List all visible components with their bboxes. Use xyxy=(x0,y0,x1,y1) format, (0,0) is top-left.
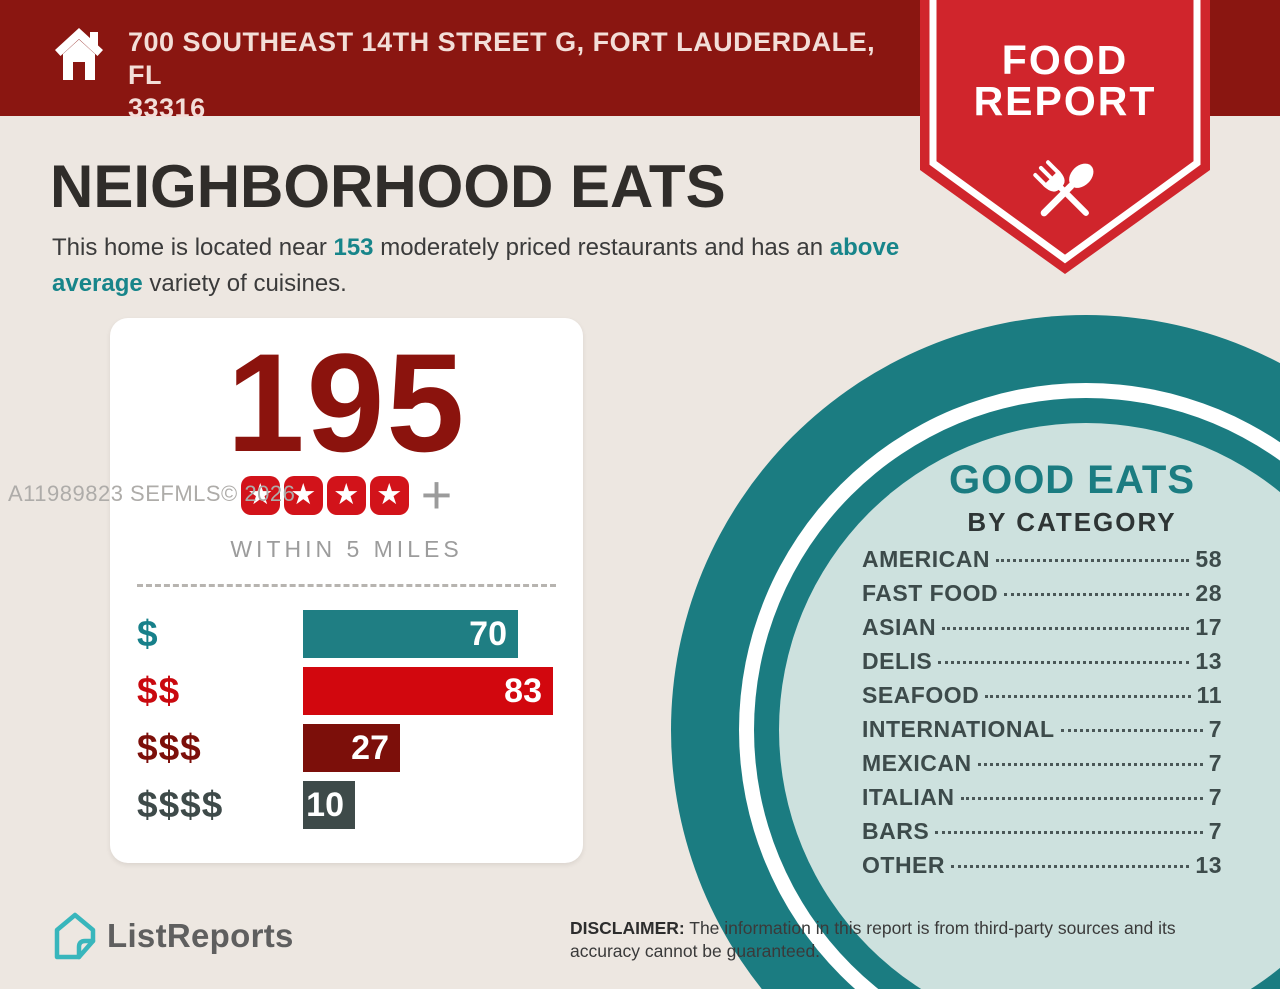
dotted-leader xyxy=(935,831,1203,834)
category-list: AMERICAN 58 FAST FOOD 28 ASIAN 17 DELIS 13 SEAFO… xyxy=(862,546,1222,886)
disclaimer-label: DISCLAIMER: xyxy=(570,918,685,938)
star-icon: ★ xyxy=(326,476,366,515)
price-bar-row: $$ 83 xyxy=(137,667,556,715)
intro-part-2: moderately priced restaurants and has an xyxy=(373,234,830,261)
intro-part-1: This home is located near xyxy=(52,234,334,261)
good-eats-circle xyxy=(671,315,1280,989)
utensils-icon xyxy=(1033,160,1094,217)
category-row: ASIAN 17 xyxy=(862,614,1222,648)
category-count: 13 xyxy=(1195,648,1222,674)
restaurant-summary-card: 195 ★ ★ ★ ★ + WITHIN 5 MILES $70 $$ 83 $$$ 27 $$$… xyxy=(110,318,583,863)
category-row: ITALIAN 7 xyxy=(862,784,1222,818)
price-bar-row: $$$ 27 xyxy=(137,724,556,772)
property-address: 700 SOUTHEAST 14TH STREET G, FORT LAUDER… xyxy=(128,26,908,125)
category-row: BARS 7 xyxy=(862,818,1222,852)
dotted-leader xyxy=(977,763,1203,766)
category-row: AMERICAN 58 xyxy=(862,546,1222,580)
category-row: OTHER 13 xyxy=(862,852,1222,886)
price-bar: 70 xyxy=(303,610,518,658)
category-label: ITALIAN xyxy=(862,784,955,810)
category-row: FAST FOOD 28 xyxy=(862,580,1222,614)
category-label: INTERNATIONAL xyxy=(862,716,1055,742)
price-tier-label: $$ xyxy=(137,670,181,711)
category-row: INTERNATIONAL 7 xyxy=(862,716,1222,750)
radius-caption: WITHIN 5 MILES xyxy=(230,536,463,562)
listreports-logo-text: ListReports xyxy=(107,917,294,954)
dotted-leader xyxy=(995,559,1190,562)
star-rating: ★ ★ ★ ★ + xyxy=(110,465,583,525)
plus-icon: + xyxy=(420,465,453,525)
intro-part-3: variety of cuisines. xyxy=(142,270,347,297)
category-label: BARS xyxy=(862,818,930,844)
star-icon: ★ xyxy=(240,476,280,515)
category-label: ASIAN xyxy=(862,614,937,640)
listreports-logo: ListReports xyxy=(54,912,294,960)
category-row: DELIS 13 xyxy=(862,648,1222,682)
category-label: OTHER xyxy=(862,852,945,878)
star-icon: ★ xyxy=(369,476,409,515)
address-line-2: 33316 xyxy=(128,92,206,123)
mls-watermark: A11989823 SEFMLS© 2026 xyxy=(8,481,296,506)
listreports-logo-icon xyxy=(54,912,96,960)
dotted-leader xyxy=(1004,593,1190,596)
price-bars: $70 $$ 83 $$$ 27 $$$$ 10 xyxy=(137,610,556,838)
category-count: 7 xyxy=(1208,784,1222,810)
good-eats-subtitle: BY CATEGORY xyxy=(967,507,1177,537)
total-restaurant-count: 195 xyxy=(226,324,467,481)
page-title: NEIGHBORHOOD EATS xyxy=(50,153,726,220)
category-label: DELIS xyxy=(862,648,933,674)
dotted-leader xyxy=(1060,729,1203,732)
category-count: 58 xyxy=(1195,546,1222,572)
dotted-leader xyxy=(942,627,1190,630)
price-tier-label: $ xyxy=(137,613,159,654)
price-bar: 10 xyxy=(303,781,355,829)
category-count: 13 xyxy=(1195,852,1222,878)
home-icon xyxy=(55,28,103,80)
price-bar: 83 xyxy=(303,667,553,715)
star-icon: ★ xyxy=(283,476,323,515)
intro-text: This home is located near 153 moderately… xyxy=(52,230,902,302)
ribbon-inner-border xyxy=(929,0,1201,264)
dotted-leader xyxy=(985,695,1191,698)
ribbon-line-1: FOOD xyxy=(1002,37,1128,83)
disclaimer: DISCLAIMER: The information in this repo… xyxy=(570,917,1230,963)
dotted-leader xyxy=(938,661,1190,664)
price-bar-row: $$$$ 10 xyxy=(137,781,556,829)
category-label: MEXICAN xyxy=(862,750,972,776)
disclaimer-text: The information in this report is from t… xyxy=(570,918,1176,962)
category-row: SEAFOOD 11 xyxy=(862,682,1222,716)
food-report-ribbon: FOOD REPORT xyxy=(920,0,1210,274)
category-label: SEAFOOD xyxy=(862,682,980,708)
good-eats-title: GOOD EATS xyxy=(948,458,1196,502)
dotted-leader xyxy=(951,865,1190,868)
category-count: 7 xyxy=(1208,818,1222,844)
category-count: 11 xyxy=(1196,682,1222,708)
category-count: 28 xyxy=(1195,580,1222,606)
ribbon-line-2: REPORT xyxy=(974,78,1157,124)
restaurant-count: 153 xyxy=(333,234,374,261)
category-label: FAST FOOD xyxy=(862,580,999,606)
category-row: MEXICAN 7 xyxy=(862,750,1222,784)
category-label: AMERICAN xyxy=(862,546,990,572)
price-tier-label: $$$$ xyxy=(137,784,224,825)
variety-rating: above average xyxy=(52,234,900,297)
price-bar-row: $70 xyxy=(137,610,556,658)
price-bar: 27 xyxy=(303,724,400,772)
good-eats-heading: GOOD EATS BY CATEGORY xyxy=(882,458,1262,538)
category-count: 7 xyxy=(1208,716,1222,742)
dotted-leader xyxy=(960,797,1203,800)
address-line-1: 700 SOUTHEAST 14TH STREET G, FORT LAUDER… xyxy=(128,27,876,90)
category-count: 7 xyxy=(1208,750,1222,776)
dashed-divider xyxy=(137,584,556,587)
fork-icon xyxy=(1033,160,1089,216)
category-count: 17 xyxy=(1195,614,1222,640)
price-tier-label: $$$ xyxy=(137,727,202,768)
